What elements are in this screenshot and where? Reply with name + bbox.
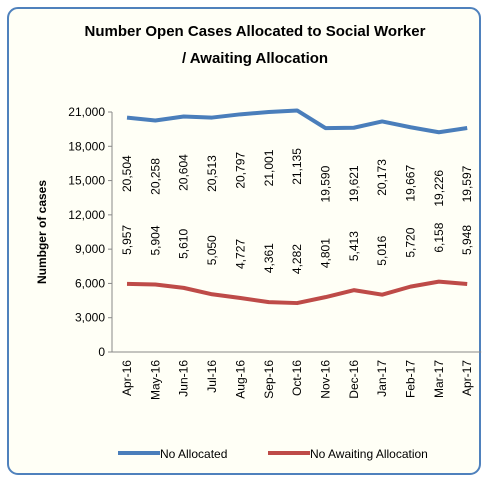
data-label: 20,173 bbox=[375, 159, 389, 196]
data-label: 5,610 bbox=[177, 229, 191, 259]
data-label: 19,667 bbox=[404, 165, 418, 202]
line bbox=[126, 279, 468, 306]
y-axis-label: Numbger of cases bbox=[35, 180, 49, 284]
data-label: 19,226 bbox=[432, 170, 446, 207]
data-label: 19,597 bbox=[460, 165, 474, 202]
data-label: 5,957 bbox=[120, 225, 134, 255]
data-label: 5,050 bbox=[205, 235, 219, 265]
x-tick-label: Feb-17 bbox=[404, 360, 418, 398]
x-tick-label: Jan-17 bbox=[375, 360, 389, 397]
data-label: 20,513 bbox=[205, 155, 219, 192]
x-tick-label: Jul-16 bbox=[205, 360, 219, 393]
x-tick-label: Jun-16 bbox=[177, 360, 191, 397]
x-tick-label: Apr-16 bbox=[120, 360, 134, 396]
data-label: 5,413 bbox=[347, 231, 361, 261]
y-tick-label: 6,000 bbox=[75, 276, 105, 290]
data-label: 4,801 bbox=[318, 238, 332, 268]
y-tick-label: 18,000 bbox=[68, 139, 105, 153]
x-tick-label: Aug-16 bbox=[233, 360, 247, 399]
data-label: 20,797 bbox=[233, 152, 247, 189]
data-label: 19,590 bbox=[318, 165, 332, 202]
x-tick-label: May-16 bbox=[148, 360, 162, 400]
y-tick-label: 3,000 bbox=[75, 311, 105, 325]
data-label: 20,504 bbox=[120, 155, 134, 192]
x-tick-label: Sep-16 bbox=[262, 360, 276, 399]
x-tick-label: Dec-16 bbox=[347, 360, 361, 399]
chart-title: Number Open Cases Allocated to Social Wo… bbox=[85, 23, 426, 40]
data-label: 6,158 bbox=[432, 222, 446, 252]
y-tick-label: 15,000 bbox=[68, 174, 105, 188]
x-tick-label: Mar-17 bbox=[432, 360, 446, 398]
data-label: 20,604 bbox=[177, 154, 191, 191]
data-label: 5,948 bbox=[460, 225, 474, 255]
data-label: 4,727 bbox=[233, 239, 247, 269]
data-label: 19,621 bbox=[347, 165, 361, 202]
data-label: 21,001 bbox=[262, 149, 276, 186]
x-tick-label: Oct-16 bbox=[290, 360, 304, 396]
data-label: 4,282 bbox=[290, 244, 304, 274]
data-label: 21,135 bbox=[290, 148, 304, 185]
x-tick-label: Nov-16 bbox=[318, 360, 332, 399]
legend-label: No Allocated bbox=[160, 447, 227, 461]
data-label: 20,258 bbox=[148, 158, 162, 195]
legend-label: No Awaiting Allocation bbox=[310, 447, 428, 461]
data-label: 5,720 bbox=[404, 227, 418, 257]
x-tick-label: Apr-17 bbox=[460, 360, 474, 396]
y-tick-label: 9,000 bbox=[75, 242, 105, 256]
data-label: 4,361 bbox=[262, 243, 276, 273]
y-tick-label: 0 bbox=[98, 345, 105, 359]
y-tick-label: 12,000 bbox=[68, 208, 105, 222]
y-tick-label: 21,000 bbox=[68, 105, 105, 119]
chart-title: / Awaiting Allocation bbox=[182, 50, 328, 67]
line bbox=[126, 108, 468, 135]
data-label: 5,904 bbox=[148, 225, 162, 255]
data-label: 5,016 bbox=[375, 235, 389, 265]
